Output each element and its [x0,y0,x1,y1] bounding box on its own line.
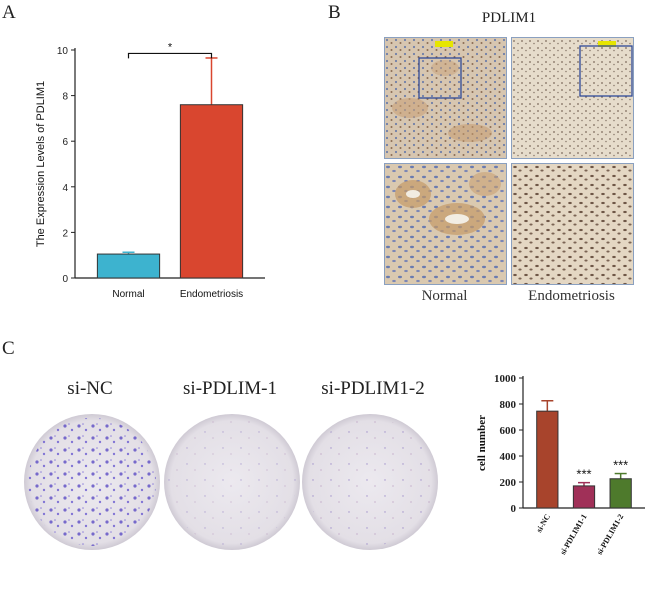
bar-si-pdlim1-1 [572,485,596,509]
bar-si-pdlim1-2 [609,478,632,509]
plate-title-si-nc: si-NC [67,378,113,399]
y-tick-label: 10 [57,46,69,57]
y-tick-label: 6 [62,137,68,148]
y-tick-label: 400 [500,451,517,463]
bar-endometriosis [179,104,244,279]
x-category-label: si-PDLIM1-2 [595,513,625,557]
colony-plates [24,414,438,550]
y-tick-label: 0 [511,503,517,515]
y-tick-label: 0 [62,274,68,285]
caption-endometriosis: Endometriosis [528,288,615,304]
tissue-image [512,38,633,158]
cell-number-bar-chart: 0 200 400 600 800 1000 cell number si-NC *** si-P… [476,373,645,557]
x-category-label: si-PDLIM1-1 [558,513,588,557]
y-axis-label: cell number [476,415,488,471]
tissue-image [512,164,633,284]
x-category-label: Normal [112,289,144,300]
tissue-image [385,164,506,284]
plate-title-si-pdlim-1: si-PDLIM-1 [183,378,277,399]
panel-label-b: B [328,2,341,23]
y-tick-label: 600 [500,425,517,437]
significance-stars: *** [613,458,628,473]
bar-normal [96,253,161,279]
plate-si-pdlim1-2 [302,414,438,550]
significance-stars: *** [576,467,591,482]
plate-title-si-pdlim1-2: si-PDLIM1-2 [321,378,425,399]
panel-label-a: A [2,2,16,23]
y-tick-label: 2 [62,228,68,239]
y-axis-label: The Expression Levels of PDLIM1 [35,81,47,247]
ihc-normal-high-mag [384,163,507,285]
ihc-title: PDLIM1 [481,10,537,26]
y-tick-label: 800 [500,399,517,411]
plate-si-nc [24,414,160,550]
y-tick-label: 1000 [494,373,517,385]
expression-bar-chart: 0 2 4 6 8 10 The Expression Levels of PDLIM1 No… [35,41,265,300]
ihc-endometriosis-low-mag [511,37,634,159]
plate-si-pdlim-1 [164,414,300,550]
ihc-endometriosis-high-mag [511,163,634,285]
y-tick-label: 8 [62,92,68,103]
significance-bracket [127,52,213,59]
significance-star: * [168,41,173,53]
x-category-label: Endometriosis [180,289,243,300]
tissue-image [385,38,506,158]
y-tick-label: 4 [62,183,68,194]
x-category-label: si-NC [534,512,552,534]
caption-normal: Normal [421,288,468,304]
panel-label-c: C [2,338,15,359]
y-tick-label: 200 [500,477,517,489]
bar-si-nc [536,410,559,509]
ihc-normal-low-mag [384,37,507,159]
